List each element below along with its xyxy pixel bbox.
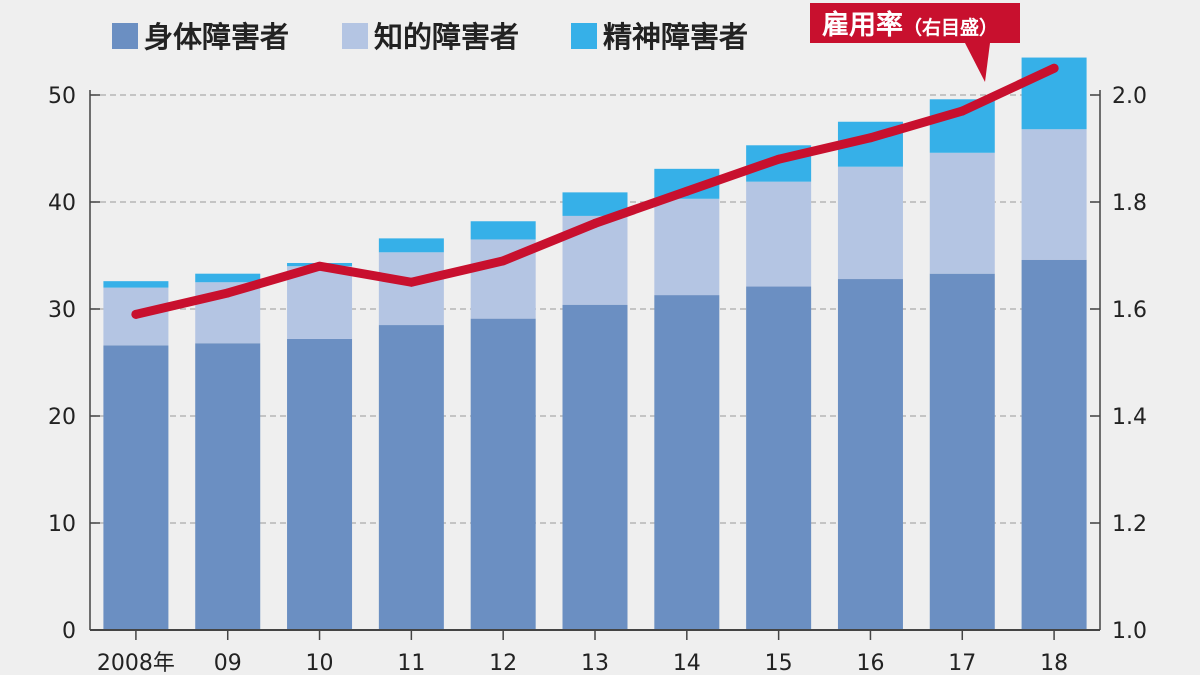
rate-point [590, 218, 600, 228]
rate-point [498, 256, 508, 266]
rate-point [223, 288, 233, 298]
bars [103, 57, 1087, 630]
bar-segment [378, 238, 444, 253]
rate-point [682, 186, 692, 196]
bar-segment [654, 198, 720, 296]
x-tick-label: 10 [306, 651, 334, 675]
legend-label: 身体障害者 [144, 20, 289, 54]
axes: 0 10 20 30 40 50 1.0 1.2 1.4 1.6 1.8 2.0 2008年 09 10 11… [48, 84, 1147, 675]
bar-segment [378, 252, 444, 326]
left-tick-label: 50 [48, 84, 76, 109]
x-tick-label: 16 [856, 651, 884, 675]
x-tick-label: 15 [765, 651, 793, 675]
legend-label: 精神障害者 [603, 20, 748, 54]
legend-swatch [342, 23, 368, 49]
rate-point [315, 261, 325, 271]
rate-point [1049, 63, 1059, 73]
rate-point [865, 133, 875, 143]
rate-line [131, 63, 1059, 319]
bar-segment [195, 273, 261, 283]
callout-box [810, 3, 1020, 43]
right-tick-label: 1.6 [1112, 298, 1147, 323]
bar-segment [470, 221, 536, 240]
right-tick-label: 1.0 [1112, 619, 1147, 644]
right-tick-label: 1.2 [1112, 512, 1147, 537]
bar-segment [287, 338, 353, 630]
bar-segment [470, 318, 536, 630]
left-tick-label: 20 [48, 405, 76, 430]
x-tick-label: 2008年 [97, 651, 175, 675]
legend-swatch [571, 23, 597, 49]
bar-segment [746, 181, 812, 287]
bar-segment [378, 325, 444, 630]
rate-point [131, 309, 141, 319]
right-tick-label: 2.0 [1112, 84, 1147, 109]
bar-segment [929, 152, 995, 274]
x-tick-label: 11 [397, 651, 425, 675]
bar-segment [562, 192, 628, 216]
left-tick-label: 30 [48, 298, 76, 323]
rate-point [774, 154, 784, 164]
right-tick-label: 1.4 [1112, 405, 1147, 430]
left-tick-label: 10 [48, 512, 76, 537]
callout-pointer [965, 43, 990, 82]
x-tick-label: 17 [948, 651, 976, 675]
bar-segment [746, 286, 812, 630]
right-tick-label: 1.8 [1112, 191, 1147, 216]
bar-segment [103, 281, 169, 288]
x-tick-label: 14 [673, 651, 701, 675]
left-tick-label: 0 [62, 619, 76, 644]
left-tick-label: 40 [48, 191, 76, 216]
x-tick-label: 13 [581, 651, 609, 675]
bar-segment [287, 266, 353, 339]
bar-segment [195, 343, 261, 630]
bar-segment [837, 279, 903, 630]
bar-segment [1021, 259, 1087, 630]
bar-segment [654, 295, 720, 630]
bar-segment [1021, 129, 1087, 260]
callout-label: 雇用率（右目盛） [822, 9, 998, 41]
x-tick-label: 12 [489, 651, 517, 675]
x-tick-label: 09 [214, 651, 242, 675]
rate-point [957, 106, 967, 116]
legend-swatch [112, 23, 138, 49]
bar-segment [837, 166, 903, 280]
bar-segment [929, 273, 995, 630]
bar-segment [562, 304, 628, 630]
x-tick-label: 18 [1040, 651, 1068, 675]
legend: 身体障害者 知的障害者 精神障害者 [112, 20, 748, 54]
bar-segment [103, 345, 169, 630]
legend-label: 知的障害者 [374, 20, 519, 54]
rate-point [406, 277, 416, 287]
line-callout: 雇用率（右目盛） [810, 3, 1020, 82]
